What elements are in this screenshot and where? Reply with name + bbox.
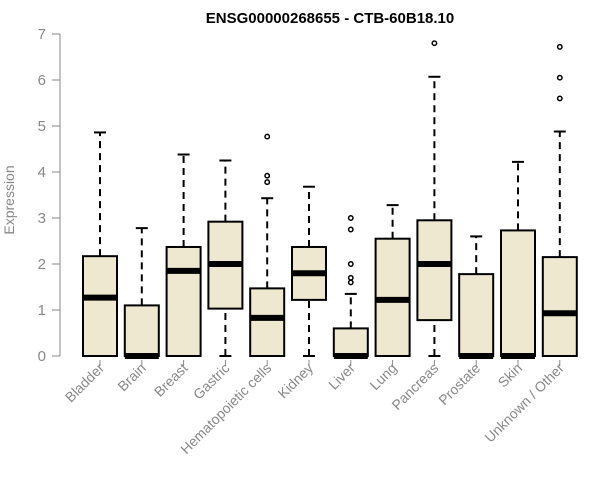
box-iqr [165, 245, 202, 357]
x-tick-label: Prostate [435, 360, 483, 408]
box-iqr [332, 327, 369, 357]
y-tick-label: 3 [38, 210, 46, 227]
outlier-point [431, 40, 438, 47]
chart-title: ENSG00000268655 - CTB-60B18.10 [206, 10, 454, 27]
box-group [541, 43, 578, 358]
x-tick-label: Liver [325, 360, 358, 393]
box-group [207, 159, 244, 357]
outlier-point [556, 74, 563, 81]
outlier-point [347, 274, 354, 281]
box-group [249, 133, 286, 358]
box-group [374, 204, 411, 357]
y-tick-label: 6 [38, 72, 46, 89]
box-iqr [123, 304, 160, 357]
outlier-point [347, 226, 354, 233]
outlier-point [347, 215, 354, 221]
outlier-point [347, 279, 354, 286]
outlier-point [264, 172, 271, 179]
y-tick-label: 4 [38, 164, 46, 181]
x-tick-label: Skin [495, 360, 526, 391]
y-axis-label: Expression [1, 165, 17, 234]
box-group [291, 185, 327, 357]
x-tick-label: Brain [114, 360, 148, 394]
box-group [82, 131, 118, 357]
box-group [500, 160, 536, 359]
y-tick-label: 5 [38, 118, 46, 135]
y-tick-label: 7 [38, 26, 46, 43]
outlier-point [264, 179, 271, 186]
box-iqr [416, 219, 453, 322]
outlier-point [347, 261, 354, 267]
box-iqr [458, 273, 495, 357]
x-tick-label: Unknown / Other [481, 360, 567, 446]
y-tick-label: 1 [38, 302, 46, 319]
box-iqr [541, 256, 578, 358]
box-group [123, 227, 160, 359]
box-group [332, 215, 369, 359]
box-group [458, 235, 495, 359]
y-tick-label: 2 [38, 256, 46, 273]
x-tick-label: Breast [151, 360, 191, 400]
x-tick-label: Lung [366, 360, 399, 393]
y-tick-label: 0 [38, 348, 46, 365]
outlier-point [264, 133, 271, 140]
box-group [416, 40, 453, 357]
outlier-point [556, 95, 563, 102]
x-tick-label: Kidney [275, 360, 317, 402]
box-iqr [82, 255, 118, 357]
outlier-point [556, 43, 563, 50]
box-group [165, 153, 202, 357]
box-iqr [249, 287, 286, 358]
y-axis-ticks: 0 1 2 3 4 5 6 7 [38, 26, 60, 365]
box-groups [82, 40, 578, 359]
x-tick-label: Bladder [62, 360, 108, 406]
box-iqr [500, 229, 536, 357]
